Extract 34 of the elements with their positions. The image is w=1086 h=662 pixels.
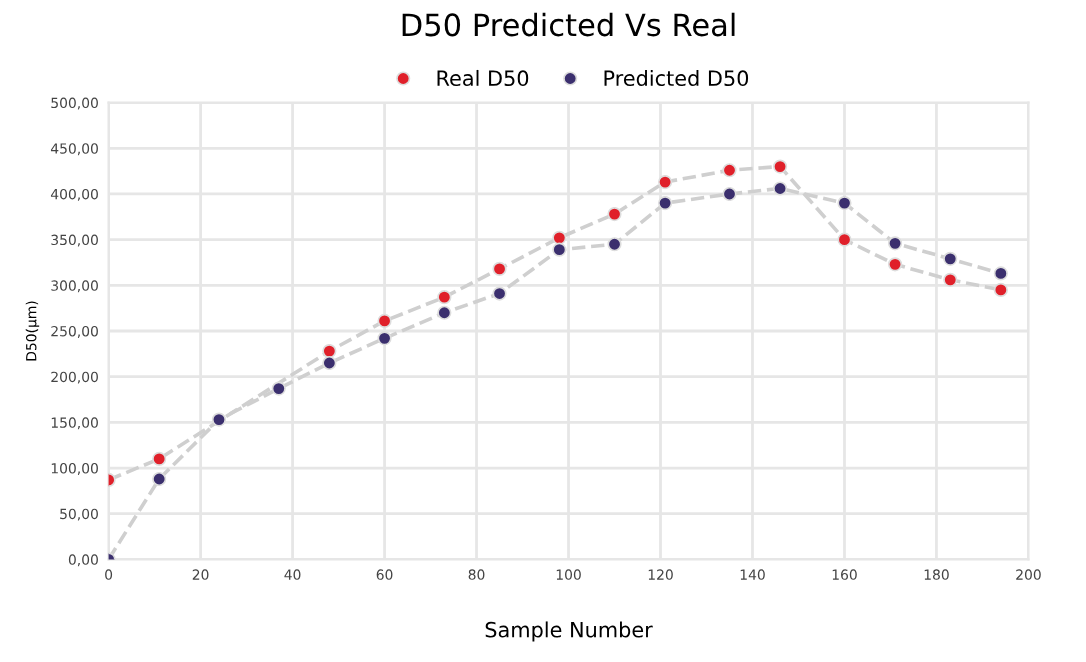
point xyxy=(837,196,852,211)
point xyxy=(943,251,958,266)
x-axis-title: Sample Number xyxy=(485,621,653,642)
legend-label: Real D50 xyxy=(437,69,529,87)
point xyxy=(943,272,958,287)
point xyxy=(152,451,167,466)
point xyxy=(887,257,903,272)
point xyxy=(722,163,737,178)
point xyxy=(152,471,167,487)
point xyxy=(658,196,673,211)
point xyxy=(492,286,507,301)
point xyxy=(658,175,673,190)
legend-label: Predicted D50 xyxy=(604,69,749,87)
point xyxy=(437,290,452,305)
point xyxy=(377,331,392,346)
point xyxy=(722,186,737,202)
point xyxy=(492,261,507,276)
point xyxy=(437,305,452,320)
point xyxy=(607,206,622,222)
point xyxy=(887,236,903,251)
point xyxy=(552,242,567,257)
point xyxy=(993,282,1008,297)
chart-title: D50 Predicted Vs Real xyxy=(402,12,735,37)
point xyxy=(552,230,567,245)
point xyxy=(772,181,788,196)
point xyxy=(271,381,286,396)
point xyxy=(993,266,1008,281)
point xyxy=(211,412,227,427)
point xyxy=(322,344,337,359)
point xyxy=(837,232,852,247)
point xyxy=(322,355,337,371)
point xyxy=(772,159,788,174)
point xyxy=(607,237,622,252)
point xyxy=(377,313,392,329)
